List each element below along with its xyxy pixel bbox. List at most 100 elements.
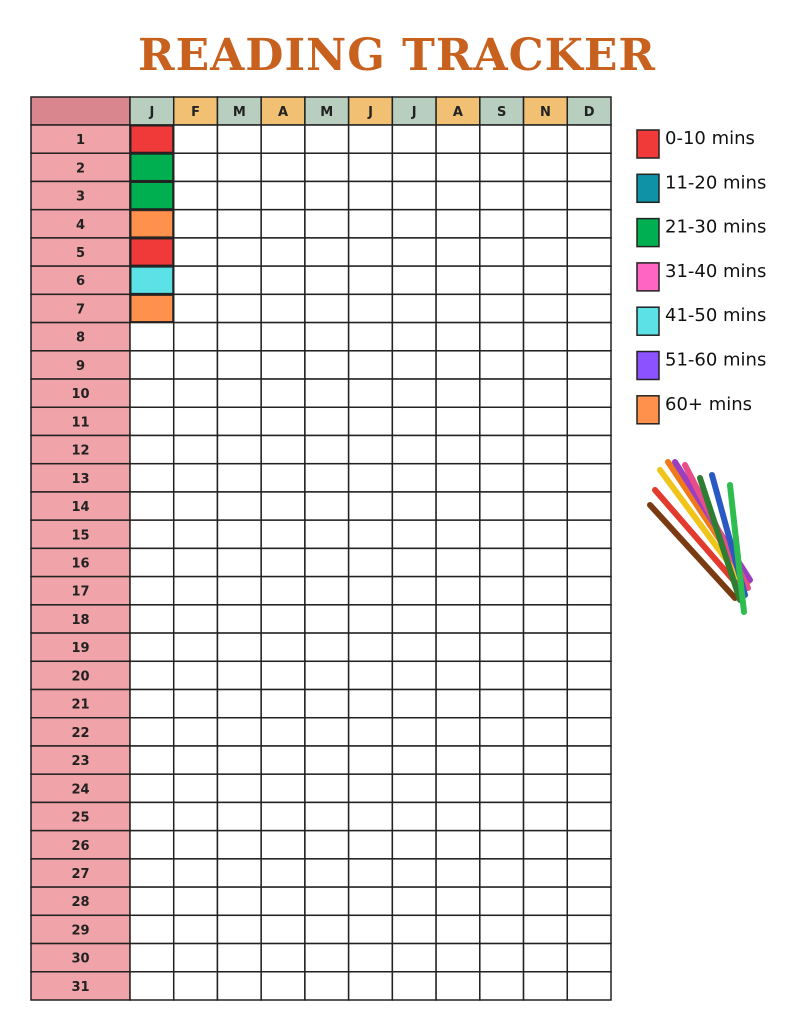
tracker-cell xyxy=(435,773,481,804)
tracker-cell xyxy=(347,745,394,775)
tracker-cell xyxy=(566,547,612,578)
tracker-cell xyxy=(391,858,437,888)
tracker-cell xyxy=(129,575,175,606)
month-label: F xyxy=(191,105,200,120)
month-label: A xyxy=(453,105,463,120)
tracker-cell xyxy=(347,237,394,267)
tracker-cell xyxy=(129,321,175,352)
legend-swatch xyxy=(636,262,660,292)
tracker-cell xyxy=(172,858,219,888)
tracker-cell xyxy=(479,180,525,211)
tracker-cell xyxy=(479,942,525,973)
tracker-cell xyxy=(260,660,306,691)
tracker-cell xyxy=(260,462,306,493)
tracker-cell xyxy=(566,745,612,775)
tracker-cell xyxy=(479,688,525,719)
day-cell xyxy=(30,942,131,973)
tracker-cell xyxy=(435,293,481,324)
tracker-cell xyxy=(172,293,219,324)
day-label: 1 xyxy=(76,133,85,148)
tracker-cell xyxy=(260,434,306,465)
tracker-cell xyxy=(347,604,394,634)
tracker-cell xyxy=(391,575,437,606)
tracker-cell xyxy=(347,491,394,521)
tracker-cell xyxy=(522,180,569,211)
tracker-cell xyxy=(566,914,612,945)
tracker-cell xyxy=(391,378,437,409)
tracker-cell xyxy=(172,237,219,267)
tracker-cell xyxy=(347,180,394,211)
tracker-cell xyxy=(216,378,262,409)
tracker-cell xyxy=(479,632,525,663)
tracker-cell xyxy=(260,829,306,860)
tracker-cell xyxy=(172,716,219,747)
day-label: 2 xyxy=(76,161,85,176)
day-label: 8 xyxy=(76,331,85,346)
tracker-cell xyxy=(304,434,350,465)
tracker-cell xyxy=(172,434,219,465)
tracker-cell xyxy=(260,265,306,296)
tracker-cell xyxy=(435,152,481,183)
tracker-cell xyxy=(566,886,612,917)
tracker-cell xyxy=(129,971,175,1001)
tracker-cell xyxy=(566,858,612,888)
tracker-cell xyxy=(172,491,219,521)
tracker-cell xyxy=(216,604,262,634)
tracker-cell xyxy=(304,971,350,1001)
tracker-cell xyxy=(566,462,612,493)
day-cell xyxy=(30,971,131,1001)
legend-label: 41-50 mins xyxy=(665,305,766,326)
tracker-cell xyxy=(566,378,612,409)
tracker-cell xyxy=(522,914,569,945)
day-label: 26 xyxy=(71,839,89,854)
day-cell xyxy=(30,265,131,296)
tracker-cell xyxy=(260,293,306,324)
tracker-cell xyxy=(216,575,262,606)
tracker-cell xyxy=(479,660,525,691)
tracker-cell xyxy=(216,660,262,691)
tracker-cell xyxy=(304,745,350,775)
tracker-cell xyxy=(172,265,219,296)
day-label: 11 xyxy=(71,415,89,430)
legend-label: 60+ mins xyxy=(665,394,752,415)
tracker-cell xyxy=(260,321,306,352)
tracker-cell xyxy=(172,547,219,578)
tracker-cell xyxy=(566,660,612,691)
tracker-cell xyxy=(172,180,219,211)
tracker-cell xyxy=(435,350,481,380)
tracker-cell xyxy=(129,688,175,719)
month-label: M xyxy=(233,105,246,120)
tracker-cell xyxy=(129,886,175,917)
tracker-cell xyxy=(391,829,437,860)
tracker-cell xyxy=(172,801,219,832)
tracker-cell xyxy=(260,350,306,380)
month-label: S xyxy=(497,105,506,120)
tracker-cell xyxy=(172,350,219,380)
day-label: 15 xyxy=(71,528,89,543)
tracker-cell xyxy=(260,942,306,973)
day-label: 19 xyxy=(71,641,89,656)
tracker-cell xyxy=(260,378,306,409)
tracker-cell xyxy=(522,265,569,296)
tracker-cell xyxy=(260,180,306,211)
day-label: 31 xyxy=(71,980,89,995)
tracker-cell xyxy=(304,773,350,804)
tracker-cell xyxy=(522,208,569,239)
tracker-cell xyxy=(304,237,350,267)
month-label: N xyxy=(540,105,551,120)
legend-label: 31-40 mins xyxy=(665,261,766,282)
tracker-cell xyxy=(260,406,306,437)
tracker-cell xyxy=(347,886,394,917)
month-label: J xyxy=(411,105,417,120)
tracker-cell xyxy=(391,180,437,211)
tracker-cell xyxy=(522,632,569,663)
tracker-cell xyxy=(566,519,612,550)
tracker-cell xyxy=(522,152,569,183)
tracker-cell xyxy=(479,829,525,860)
tracker-cell xyxy=(391,716,437,747)
tracker-cell xyxy=(391,293,437,324)
tracker-cell xyxy=(391,208,437,239)
tracker-cell xyxy=(129,547,175,578)
tracker-cell xyxy=(435,434,481,465)
tracker-cell xyxy=(566,321,612,352)
